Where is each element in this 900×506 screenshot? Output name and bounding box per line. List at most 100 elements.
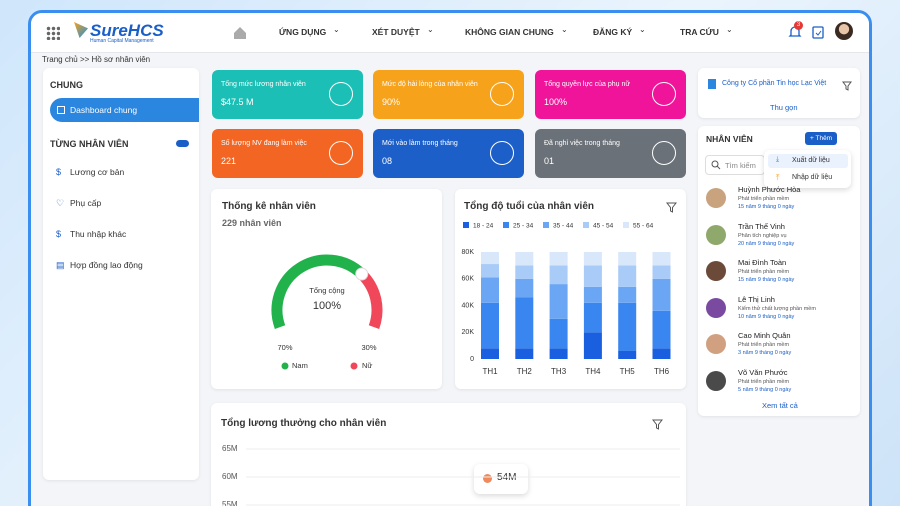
- sidebar-item[interactable]: Thu nhập khác: [70, 229, 127, 239]
- bar: [515, 278, 534, 298]
- kpi-label: Tổng mức lương nhân viên: [221, 81, 306, 88]
- nav-item[interactable]: ĐĂNG KÝ: [593, 27, 633, 37]
- logo-sub: Human Capital Management: [90, 38, 154, 44]
- employee-avatar[interactable]: [706, 188, 726, 208]
- kpi-value: 08: [382, 156, 393, 166]
- tooltip-dot: [483, 474, 492, 483]
- clipboard-icon[interactable]: [812, 25, 824, 39]
- bar: [515, 297, 534, 349]
- sidebar-item[interactable]: Lương cơ bản: [70, 167, 125, 177]
- add-button[interactable]: + Thêm: [805, 132, 838, 145]
- toggle[interactable]: [176, 140, 189, 147]
- y-tick-label: 80K: [462, 249, 475, 256]
- menu-item[interactable]: Nhập dữ liệu: [792, 174, 833, 181]
- employee-name[interactable]: Trần Thế Vinh: [738, 221, 785, 231]
- employee-name[interactable]: Mai Đình Toàn: [738, 258, 787, 267]
- bar: [549, 348, 568, 359]
- sidebar-section: CHUNG: [50, 80, 83, 90]
- y-tick-label: 20K: [462, 329, 475, 336]
- nav-item[interactable]: ỨNG DỤNG: [279, 27, 327, 37]
- kpi-label: Số lượng NV đang làm việc: [221, 140, 307, 147]
- active-item-bg[interactable]: [50, 98, 199, 122]
- employee-role: Phát triển phần mềm: [738, 378, 790, 385]
- x-tick-label: TH5: [620, 367, 636, 376]
- y-tick-label: 40K: [462, 302, 475, 309]
- chevron[interactable]: ⌄: [561, 25, 568, 34]
- employee-tenure: 3 năm 9 tháng 0 ngày: [738, 350, 792, 356]
- employee-avatar[interactable]: [706, 261, 726, 281]
- legend-label: Nam: [292, 361, 308, 370]
- chevron[interactable]: ⌄: [427, 25, 434, 34]
- nav-item[interactable]: TRA CỨU: [680, 27, 719, 37]
- bar: [515, 252, 534, 266]
- gauge-center-value: 100%: [313, 300, 341, 312]
- bar: [618, 302, 637, 351]
- bar: [481, 264, 499, 278]
- employee-avatar[interactable]: [706, 370, 726, 391]
- legend-swatch: [623, 222, 629, 228]
- gauge-title: Thống kê nhân viên: [222, 201, 316, 212]
- kpi-icon: [490, 82, 514, 106]
- nav-item[interactable]: XÉT DUYỆT: [372, 27, 420, 37]
- employee-name[interactable]: Lê Thị Linh: [738, 294, 775, 304]
- bar: [549, 318, 568, 349]
- employee-name[interactable]: Huỳnh Phước Hòa: [738, 185, 801, 194]
- company[interactable]: Công ty Cổ phần Tin học Lạc Việt: [722, 80, 827, 87]
- employee-avatar[interactable]: [706, 224, 726, 245]
- x-tick-label: TH6: [654, 367, 670, 376]
- kpi-value: 221: [221, 156, 237, 166]
- bar: [652, 265, 671, 279]
- employee-avatar[interactable]: [706, 334, 726, 354]
- employee-role: Phát triển phần mềm: [738, 342, 790, 348]
- kpi-icon: [652, 141, 676, 165]
- filter-icon[interactable]: [666, 202, 677, 213]
- bar: [652, 278, 671, 311]
- nav-item[interactable]: KHÔNG GIAN CHUNG: [465, 27, 554, 37]
- collapse[interactable]: Thu gọn: [770, 103, 798, 112]
- chevron[interactable]: ⌄: [639, 25, 646, 34]
- sidebar-icon: ▤: [56, 260, 65, 270]
- kpi-icon: [652, 82, 676, 106]
- chevron[interactable]: ⌄: [726, 25, 733, 34]
- bar: [652, 348, 671, 359]
- legend-label: Nữ: [362, 361, 372, 370]
- user-avatar[interactable]: [835, 22, 853, 40]
- bar: [549, 284, 568, 319]
- menu-item[interactable]: Xuất dữ liệu: [792, 157, 830, 164]
- bar: [583, 302, 602, 333]
- legend-label: 35 - 44: [553, 223, 574, 230]
- filter-icon[interactable]: [652, 419, 663, 430]
- employee-role: Phát triển phần mềm: [738, 269, 790, 275]
- chevron[interactable]: ⌄: [333, 25, 340, 34]
- bar: [618, 286, 637, 303]
- employee-avatar[interactable]: [706, 297, 726, 318]
- employee-name[interactable]: Cao Minh Quân: [738, 331, 791, 340]
- gauge-card: [211, 189, 442, 389]
- employee-tenure: 5 năm 9 tháng 0 ngày: [738, 386, 792, 393]
- employee-tenure: 10 năm 9 tháng 0 ngày: [738, 313, 795, 320]
- legend-label: 18 - 24: [473, 223, 494, 230]
- sidebar: [43, 68, 199, 480]
- active-item[interactable]: Dashboard chung: [70, 105, 138, 115]
- bar: [618, 265, 637, 287]
- kpi-label: Đã nghỉ việc trong tháng: [544, 140, 620, 147]
- salary-card: [211, 403, 686, 506]
- kpi-icon: [329, 82, 353, 106]
- gauge-value-label: 70%: [277, 343, 292, 352]
- sidebar-item[interactable]: Phụ cấp: [70, 198, 102, 208]
- download-icon: ⤓: [776, 156, 780, 163]
- filter-icon[interactable]: [842, 81, 852, 91]
- bar: [618, 350, 637, 359]
- legend-dot: [281, 362, 289, 370]
- gauge-knob: [355, 267, 369, 281]
- bar: [481, 302, 499, 349]
- badge: 3: [794, 21, 803, 30]
- sidebar-item[interactable]: Hợp đồng lao động: [70, 260, 143, 270]
- employee-name[interactable]: Võ Văn Phước: [738, 367, 788, 377]
- apps-icon[interactable]: [46, 26, 60, 40]
- see-all[interactable]: Xem tất cả: [762, 401, 798, 410]
- search-placeholder[interactable]: Tìm kiếm: [725, 161, 756, 170]
- home-icon[interactable]: [233, 26, 247, 39]
- x-tick-label: TH2: [517, 367, 533, 376]
